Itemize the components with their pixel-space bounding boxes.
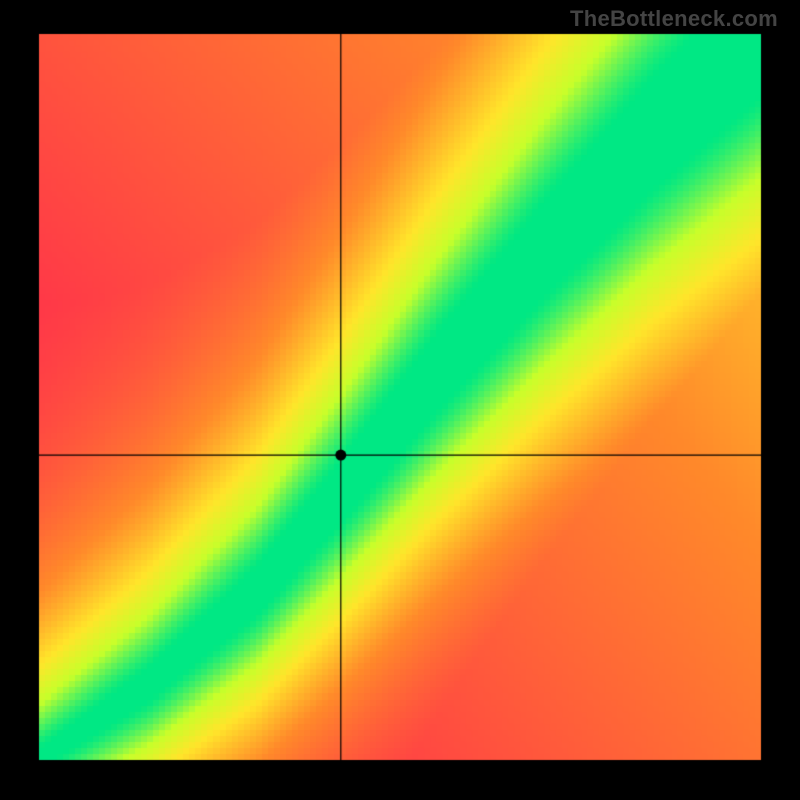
bottleneck-heatmap	[0, 0, 800, 800]
watermark-text: TheBottleneck.com	[570, 6, 778, 32]
chart-container: TheBottleneck.com	[0, 0, 800, 800]
